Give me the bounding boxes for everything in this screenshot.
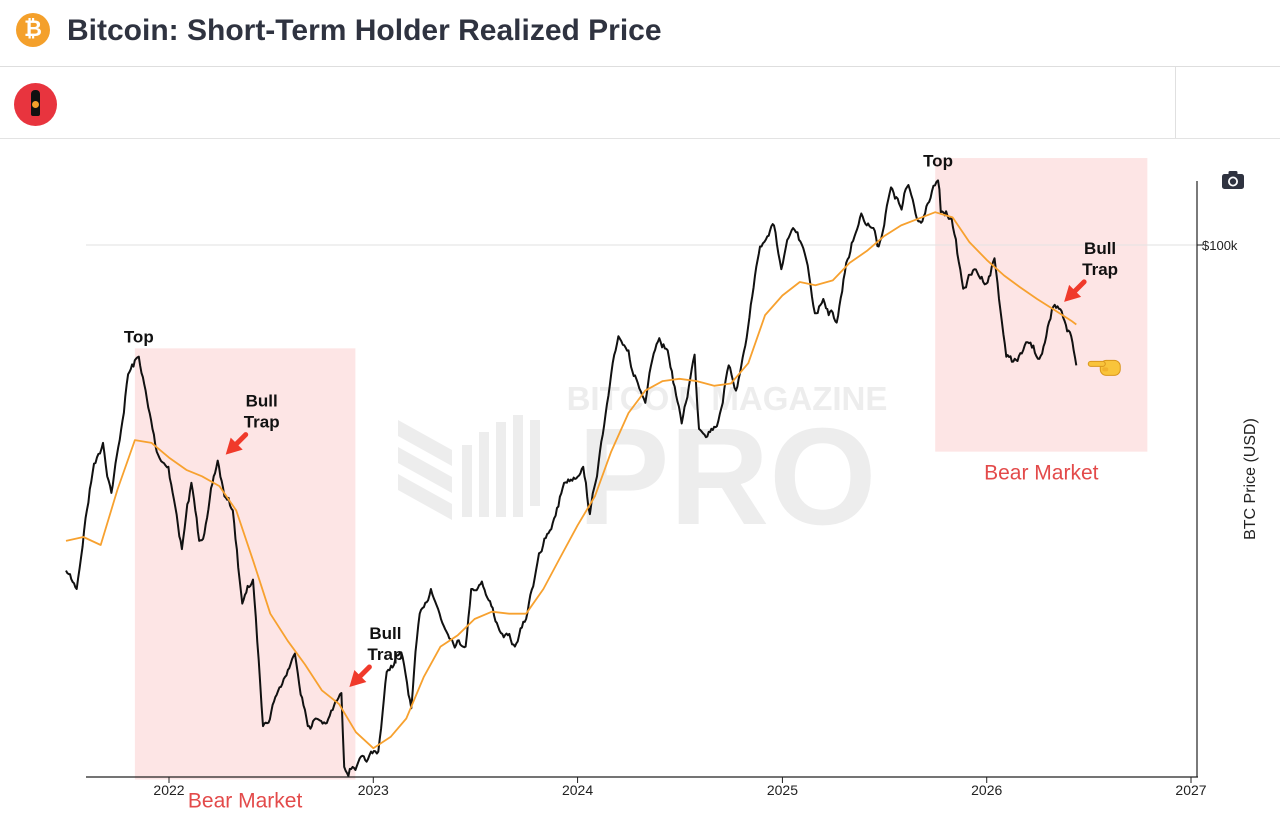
- bottle-shape: [31, 90, 40, 116]
- bottle-avatar-icon[interactable]: [14, 83, 57, 126]
- bear-zone-label: Bear Market: [188, 789, 303, 812]
- top-label: Top: [124, 328, 154, 347]
- bull-trap-label: Bull Trap: [367, 624, 403, 664]
- watermark-line2: PRO: [577, 400, 876, 554]
- red-arrow-head: [349, 669, 367, 687]
- camera-icon[interactable]: [1221, 170, 1245, 190]
- y-tick-label: $100k: [1202, 238, 1238, 253]
- page-title: Bitcoin: Short-Term Holder Realized Pric…: [67, 14, 662, 47]
- bitcoin-icon: ₿: [16, 13, 50, 47]
- watermark: BITCOIN MAGAZINE PRO: [398, 380, 887, 554]
- x-tick-label: 2022: [153, 782, 184, 798]
- x-tick-label: 2027: [1175, 782, 1206, 798]
- x-tick-label: 2023: [358, 782, 389, 798]
- x-tick-label: 2024: [562, 782, 593, 798]
- top-label: Top: [923, 151, 953, 170]
- toolbar-divider: [1175, 67, 1176, 138]
- bear-zone-2: [935, 158, 1148, 452]
- bear-zone-1: [134, 348, 356, 780]
- x-ticks: 2022 2023 2024 2025 2026 2027: [153, 777, 1207, 798]
- y-ticks: $100k: [1197, 238, 1238, 253]
- x-tick-label: 2025: [767, 782, 798, 798]
- chart-toolbar: [0, 67, 1280, 189]
- bottle-label: [32, 101, 39, 108]
- red-arrow-head: [225, 437, 243, 455]
- price-line: [65, 179, 1078, 778]
- y-axis-label: BTC Price (USD): [1242, 418, 1259, 540]
- pointing-hand-icon: [1087, 359, 1121, 376]
- annotations: Top Bull Trap Bull Trap Top Bull Trap: [124, 151, 1121, 687]
- watermark-line1: BITCOIN MAGAZINE: [567, 380, 888, 417]
- sth-realized-price-line: [65, 211, 1077, 750]
- red-arrow-head: [1064, 284, 1082, 302]
- bear-zone-label: Bear Market: [984, 462, 1099, 485]
- bull-trap-label: Bull Trap: [244, 392, 280, 432]
- watermark-logo-icon: [398, 415, 540, 520]
- bull-trap-label: Bull Trap: [1082, 239, 1118, 279]
- bear-zones: Bear Market Bear Market: [134, 158, 1148, 812]
- series-lines: [65, 179, 1078, 778]
- app-header: ₿ Bitcoin: Short-Term Holder Realized Pr…: [0, 0, 1280, 67]
- chart-area: Bear Market Bear Market BITCOIN MAGAZINE …: [65, 151, 1259, 812]
- x-tick-label: 2026: [971, 782, 1002, 798]
